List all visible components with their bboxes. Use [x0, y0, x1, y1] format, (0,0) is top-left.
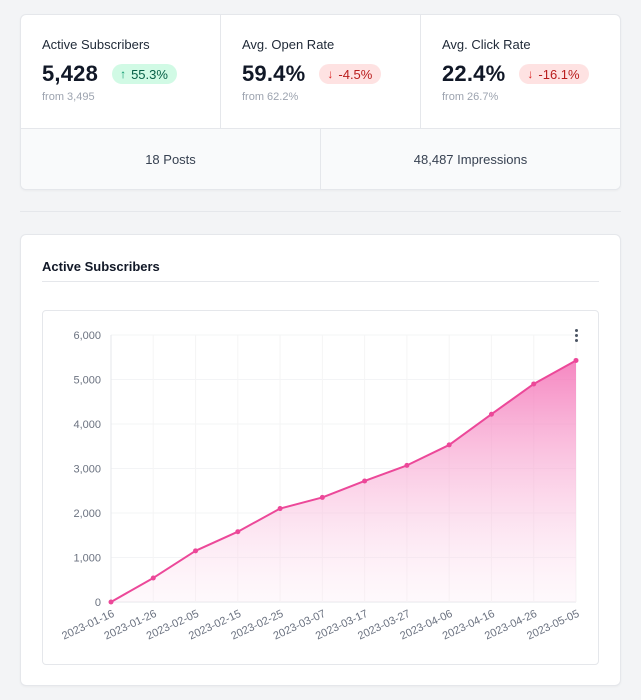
series-line — [110, 359, 577, 603]
change-value: 55.3% — [131, 66, 168, 82]
arrow-down-icon: ↓ — [327, 67, 334, 81]
stat-previous: from 62.2% — [242, 91, 299, 103]
stats-card: Active Subscribers 5,428 ↑ 55.3% from 3,… — [20, 14, 621, 190]
stat-label: Avg. Click Rate — [442, 37, 531, 52]
impressions-count: 48,487 Impressions — [413, 152, 528, 167]
stat-click-rate: Avg. Click Rate 22.4% ↓ -16.1% from 26.7… — [421, 15, 620, 128]
title-divider — [42, 281, 599, 282]
data-point[interactable] — [488, 411, 494, 417]
data-point[interactable] — [362, 478, 368, 484]
data-point[interactable] — [446, 442, 452, 448]
arrow-down-icon: ↓ — [527, 67, 534, 81]
stat-active-subscribers: Active Subscribers 5,428 ↑ 55.3% from 3,… — [21, 15, 221, 128]
data-point[interactable] — [404, 462, 410, 468]
section-divider — [20, 211, 621, 212]
stat-previous: from 3,495 — [42, 91, 95, 103]
change-value: -16.1% — [538, 66, 580, 82]
y-tick-label: 2,000 — [73, 508, 101, 520]
y-tick-label: 5,000 — [73, 375, 101, 387]
stat-value: 59.4% — [242, 61, 306, 86]
posts-count: 18 Posts — [21, 129, 321, 189]
data-point[interactable] — [277, 506, 283, 512]
data-point[interactable] — [150, 575, 156, 581]
arrow-up-icon: ↑ — [120, 67, 127, 81]
stats-top-row: Active Subscribers 5,428 ↑ 55.3% from 3,… — [21, 15, 620, 129]
chart-card: Active Subscribers 0 1,000 2,000 3,000 4,000… — [20, 234, 621, 686]
change-value: -4.5% — [338, 66, 373, 82]
data-point[interactable] — [319, 494, 325, 500]
chart-title: Active Subscribers — [42, 259, 160, 274]
data-point[interactable] — [108, 599, 114, 605]
series-area — [111, 360, 576, 602]
data-point[interactable] — [193, 548, 199, 554]
y-tick-label: 6,000 — [73, 330, 101, 342]
y-tick-label: 4,000 — [73, 419, 101, 431]
stat-label: Active Subscribers — [42, 37, 150, 52]
more-vertical-icon[interactable] — [570, 327, 582, 343]
data-point[interactable] — [531, 381, 537, 387]
change-badge: ↑ 55.3% — [112, 64, 177, 84]
change-badge: ↓ -16.1% — [519, 64, 589, 84]
change-badge: ↓ -4.5% — [319, 64, 382, 84]
stats-bottom-row: 18 Posts 48,487 Impressions — [21, 129, 620, 189]
y-tick-label: 1,000 — [73, 553, 101, 565]
y-tick-label: 0 — [95, 597, 101, 609]
data-point[interactable] — [235, 529, 241, 535]
chart-container: 0 1,000 2,000 3,000 4,000 5,000 6,000 2023-01-… — [42, 310, 599, 665]
stat-label: Avg. Open Rate — [242, 37, 335, 52]
stat-open-rate: Avg. Open Rate 59.4% ↓ -4.5% from 62.2% — [221, 15, 421, 128]
data-point[interactable] — [573, 357, 579, 363]
stat-value: 22.4% — [442, 61, 506, 86]
y-tick-label: 3,000 — [73, 464, 101, 476]
stat-value: 5,428 — [42, 61, 99, 86]
stat-previous: from 26.7% — [442, 91, 499, 103]
